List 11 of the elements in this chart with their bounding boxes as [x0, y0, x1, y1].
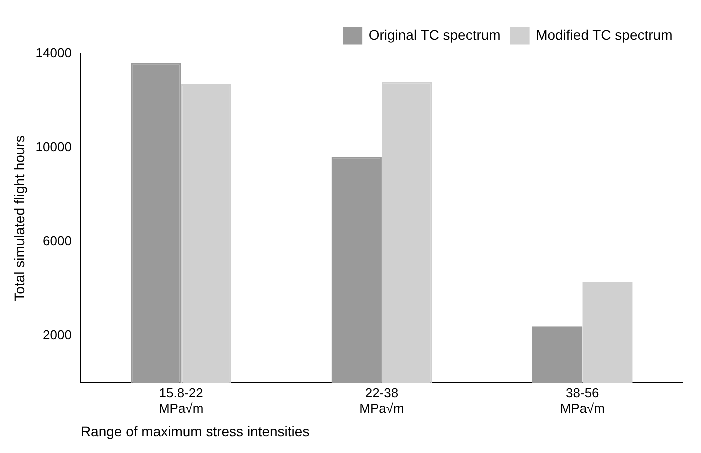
y-tick-label: 2000 [43, 328, 72, 343]
legend-label: Original TC spectrum [368, 26, 501, 43]
x-axis-title: Range of maximum stress intensities [80, 423, 310, 440]
x-tick-label: 22-38 MPa√m [360, 385, 404, 416]
y-axis-title: Total simulated flight hours [11, 136, 28, 302]
x-tick-label: 15.8-22 MPa√m [158, 385, 204, 416]
x-tick-label: 38-56 MPa√m [560, 385, 606, 416]
y-tick-label: 10000 [36, 140, 72, 155]
y-tick-label: 14000 [36, 46, 72, 61]
y-tick-label: 6000 [43, 234, 72, 249]
legend-label: Modified TC spectrum [536, 26, 673, 43]
